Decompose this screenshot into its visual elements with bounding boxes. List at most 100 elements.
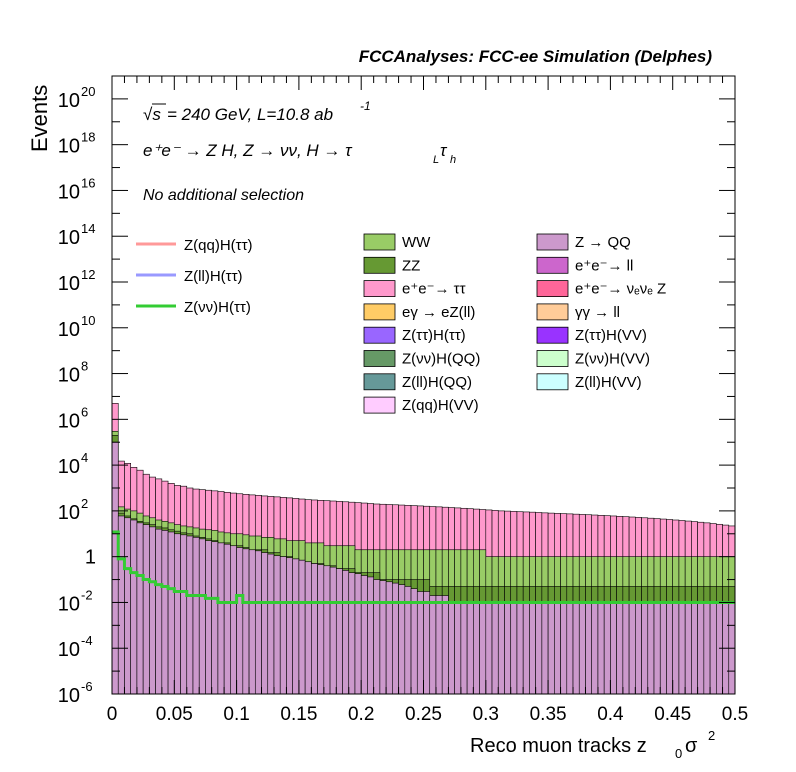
y-tick-label: 10 2 [58,496,88,524]
y-tick-base: 10 [58,181,80,203]
bar-zqq [616,602,624,695]
bar-zqq [142,524,150,695]
legend-box-label: Z(ll)H(VV) [575,374,642,391]
legend-box-label: e⁺e⁻→ ll [575,257,633,274]
y-tick-exponent: 18 [81,130,95,145]
annotation-process-sub2: h [450,154,456,166]
legend-box-label: WW [402,234,431,251]
bar-zqq [497,602,505,695]
legend: Z(qq)H(ττ) Z(ll)H(ττ) Z(νν)H(ττ) WW ZZ e⁺e⁻→ … [136,233,666,414]
bar-zqq [591,602,599,695]
legend-box-swatch [363,256,396,274]
bar-zqq [522,602,530,695]
legend-line-label: Z(ll)H(ττ) [184,268,243,285]
y-tick-label: 10 20 [58,84,96,112]
y-tick-label: 10 10 [58,313,96,341]
bar-zqq [360,575,368,695]
bar-zqq [572,602,580,695]
y-tick-base: 10 [58,365,80,387]
y-tick-exponent: 4 [81,450,88,465]
y-tick-base: 10 [58,136,80,158]
legend-box-swatch [536,303,569,321]
bar-zqq [311,563,318,695]
bar-zqq [217,542,225,695]
y-tick-base: 10 [58,593,80,615]
bar-zqq [205,540,212,695]
x-axis-title-tail: σ [685,735,698,757]
y-tick-exponent: -2 [81,587,93,602]
bar-zqq [659,602,667,695]
selection-annotation: No additional selection [143,187,304,204]
y-tick-base: 10 [58,456,80,478]
bar-zqq [267,553,275,695]
y-tick-base: 10 [58,410,80,432]
bar-zqq [254,550,262,695]
legend-box-swatch [536,373,569,391]
y-tick-label: 10 -2 [58,587,93,615]
y-tick-label: 1 [85,547,96,569]
histogram-bars [111,403,736,695]
legend-box-label: Z → QQ [575,234,631,251]
bar-zqq [373,579,381,695]
bar-zqq [684,602,692,695]
bar-zqq [510,602,518,695]
y-tick-exponent: 10 [81,313,95,328]
bar-zqq [304,561,312,695]
legend-box-swatch [536,280,569,298]
bar-zqq [504,602,512,695]
bar-zqq [211,541,219,695]
x-axis-title: Reco muon tracks z 0 σ 2 [470,728,715,761]
bar-zqq [317,564,325,695]
bar-zqq [242,548,250,695]
y-tick-base: 10 [58,319,80,341]
y-tick-base: 10 [58,90,80,112]
bar-zqq [691,602,698,695]
legend-box-swatch [363,396,396,414]
bar-zqq [323,565,331,695]
bar-zqq [248,549,256,695]
x-axis-title-main: Reco muon tracks z [470,735,647,757]
legend-box-label: Z(ττ)H(ττ) [402,327,466,344]
bar-zqq [416,591,424,695]
y-tick-exponent: -4 [81,633,93,648]
y-tick-label: 10 14 [58,221,96,249]
y-tick-exponent: 6 [81,404,88,419]
bar-zqq [161,530,169,695]
bar-zqq [678,602,686,695]
y-tick-label: 10 18 [58,130,96,158]
bar-zqq [703,602,711,695]
x-axis-ticks: 0 0.05 0.1 0.15 0.2 0.25 0.3 0.35 0.4 0.45 0.5 [107,76,748,725]
x-tick-label: 0.1 [223,704,249,725]
bar-zqq [198,538,206,695]
y-tick-exponent: 16 [81,175,95,190]
legend-box-label: Z(qq)H(VV) [402,397,479,414]
y-tick-label: 10 -6 [58,679,93,707]
legend-box-swatch [363,326,396,344]
bar-zqq [423,591,431,695]
bar-zqq [653,602,661,695]
bar-zqq [192,537,200,695]
legend-box-swatch [536,350,569,367]
bar-zqq [273,555,281,695]
bar-zqq [628,602,636,695]
legend-line-label: Z(νν)H(ττ) [184,299,251,316]
annotation-lumi: = 240 GeV, L=10.8 ab [167,105,333,124]
chart-header: FCCAnalyses: FCC-ee Simulation (Delphes) [359,47,713,66]
bar-zqq [529,602,536,695]
legend-box-swatch [363,280,396,298]
bar-zqq [180,534,188,695]
bar-zqq [335,568,343,695]
legend-box-swatch [363,350,396,367]
y-tick-base: 10 [58,502,80,524]
y-tick-label: 10 -4 [58,633,93,661]
bar-zqq [647,602,655,695]
y-axis-title: Events [27,85,52,152]
legend-box-label: γγ → ll [575,304,620,321]
legend-box-label: Z(ττ)H(VV) [575,327,647,344]
energy-annotation: √s = 240 GeV, L=10.8 ab -1 [143,99,371,124]
y-tick-label: 10 4 [58,450,88,478]
bar-zqq [535,602,543,695]
y-tick-exponent: 20 [81,84,95,99]
bar-zqq [566,602,574,695]
